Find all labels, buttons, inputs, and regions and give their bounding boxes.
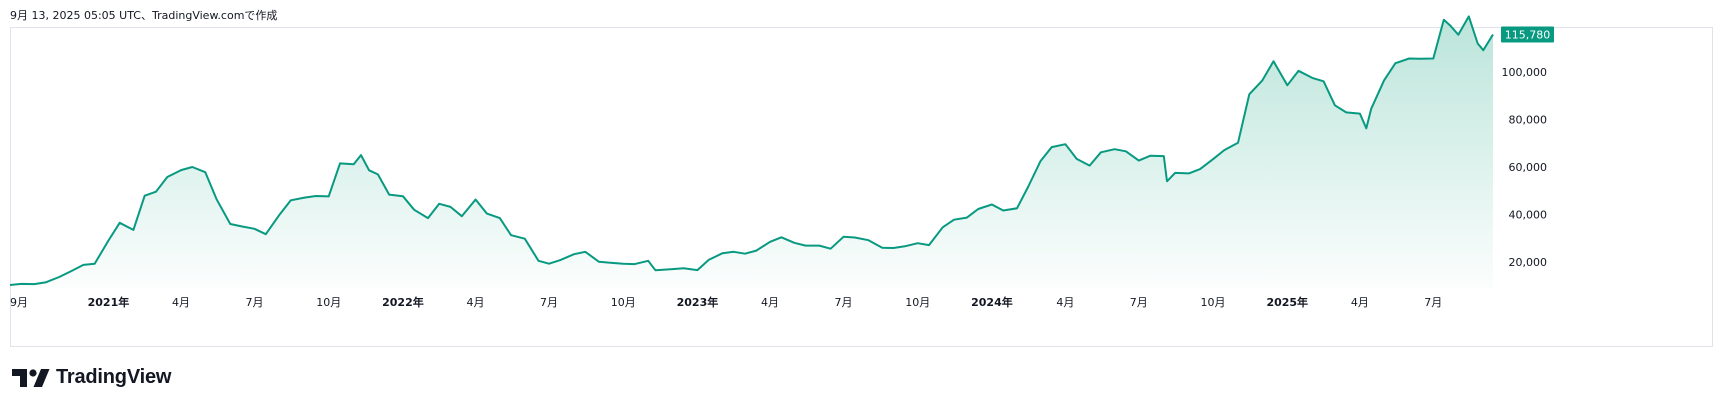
time-axis-year-label: 2025年 xyxy=(1266,295,1308,309)
tradingview-logo-text: TradingView xyxy=(56,366,172,388)
time-axis-month-label: 7月 xyxy=(1424,296,1442,309)
time-axis-month-label: 4月 xyxy=(1056,296,1074,309)
tradingview-logo: TradingView xyxy=(12,366,171,389)
last-price-label: 115,780 xyxy=(1505,29,1551,42)
price-axis-tick: 20,000 xyxy=(1509,256,1548,269)
time-axis-year-label: 2023年 xyxy=(677,295,719,309)
time-axis-month-label: 7月 xyxy=(834,296,852,309)
price-axis-tick: 60,000 xyxy=(1509,161,1548,174)
time-axis-month-label: 7月 xyxy=(1130,296,1148,309)
last-price-tag xyxy=(1501,26,1554,43)
tradingview-logo-icon xyxy=(12,368,50,387)
time-axis-year-label: 2022年 xyxy=(382,295,424,309)
time-axis-month-label: 10月 xyxy=(1201,296,1226,309)
time-axis-month-label: 10月 xyxy=(905,296,930,309)
time-axis-month-label: 10月 xyxy=(316,296,341,309)
chart-caption: 9月 13, 2025 05:05 UTC、TradingView.comで作成 xyxy=(10,9,278,22)
time-axis-month-label: 4月 xyxy=(172,296,190,309)
time-axis-month-label: 4月 xyxy=(467,296,485,309)
price-line xyxy=(9,15,1494,286)
time-axis-month-label: 7月 xyxy=(540,296,558,309)
time-axis-month-label: 4月 xyxy=(1351,296,1369,309)
time-axis-year-label: 2024年 xyxy=(971,295,1013,309)
price-axis-tick: 40,000 xyxy=(1509,209,1548,222)
time-axis-year-label: 2021年 xyxy=(88,295,130,309)
price-area-fill xyxy=(10,16,1493,289)
time-axis-month-label: 9月 xyxy=(10,296,28,309)
time-axis-month-label: 4月 xyxy=(761,296,779,309)
price-axis-tick: 80,000 xyxy=(1509,114,1548,127)
time-axis-month-label: 7月 xyxy=(245,296,263,309)
price-axis-tick: 100,000 xyxy=(1502,66,1548,79)
time-axis-month-label: 10月 xyxy=(611,296,636,309)
chart-frame xyxy=(10,27,1713,347)
